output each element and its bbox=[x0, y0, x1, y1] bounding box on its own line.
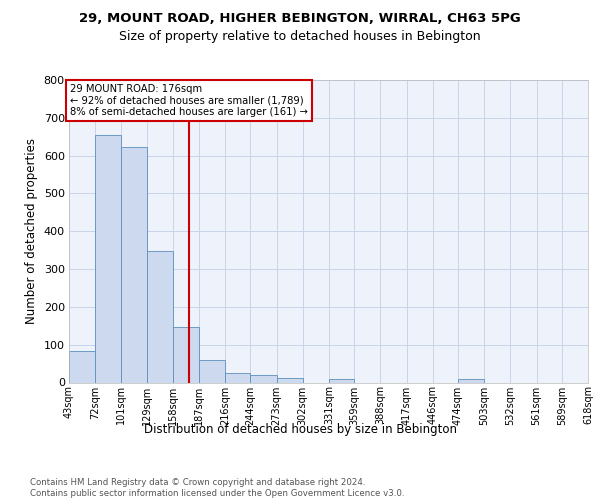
Text: 29 MOUNT ROAD: 176sqm
← 92% of detached houses are smaller (1,789)
8% of semi-de: 29 MOUNT ROAD: 176sqm ← 92% of detached … bbox=[70, 84, 308, 117]
Bar bbox=[173, 327, 199, 382]
Bar bbox=[121, 146, 146, 382]
Bar bbox=[199, 360, 225, 382]
Bar bbox=[225, 374, 250, 382]
Bar bbox=[329, 380, 354, 382]
Bar bbox=[458, 379, 484, 382]
Bar bbox=[277, 378, 303, 382]
Bar bbox=[146, 252, 173, 382]
Bar bbox=[69, 351, 95, 382]
Text: Size of property relative to detached houses in Bebington: Size of property relative to detached ho… bbox=[119, 30, 481, 43]
Text: Distribution of detached houses by size in Bebington: Distribution of detached houses by size … bbox=[143, 422, 457, 436]
Y-axis label: Number of detached properties: Number of detached properties bbox=[25, 138, 38, 324]
Bar bbox=[95, 135, 121, 382]
Bar bbox=[250, 375, 277, 382]
Text: Contains HM Land Registry data © Crown copyright and database right 2024.
Contai: Contains HM Land Registry data © Crown c… bbox=[30, 478, 404, 498]
Text: 29, MOUNT ROAD, HIGHER BEBINGTON, WIRRAL, CH63 5PG: 29, MOUNT ROAD, HIGHER BEBINGTON, WIRRAL… bbox=[79, 12, 521, 26]
